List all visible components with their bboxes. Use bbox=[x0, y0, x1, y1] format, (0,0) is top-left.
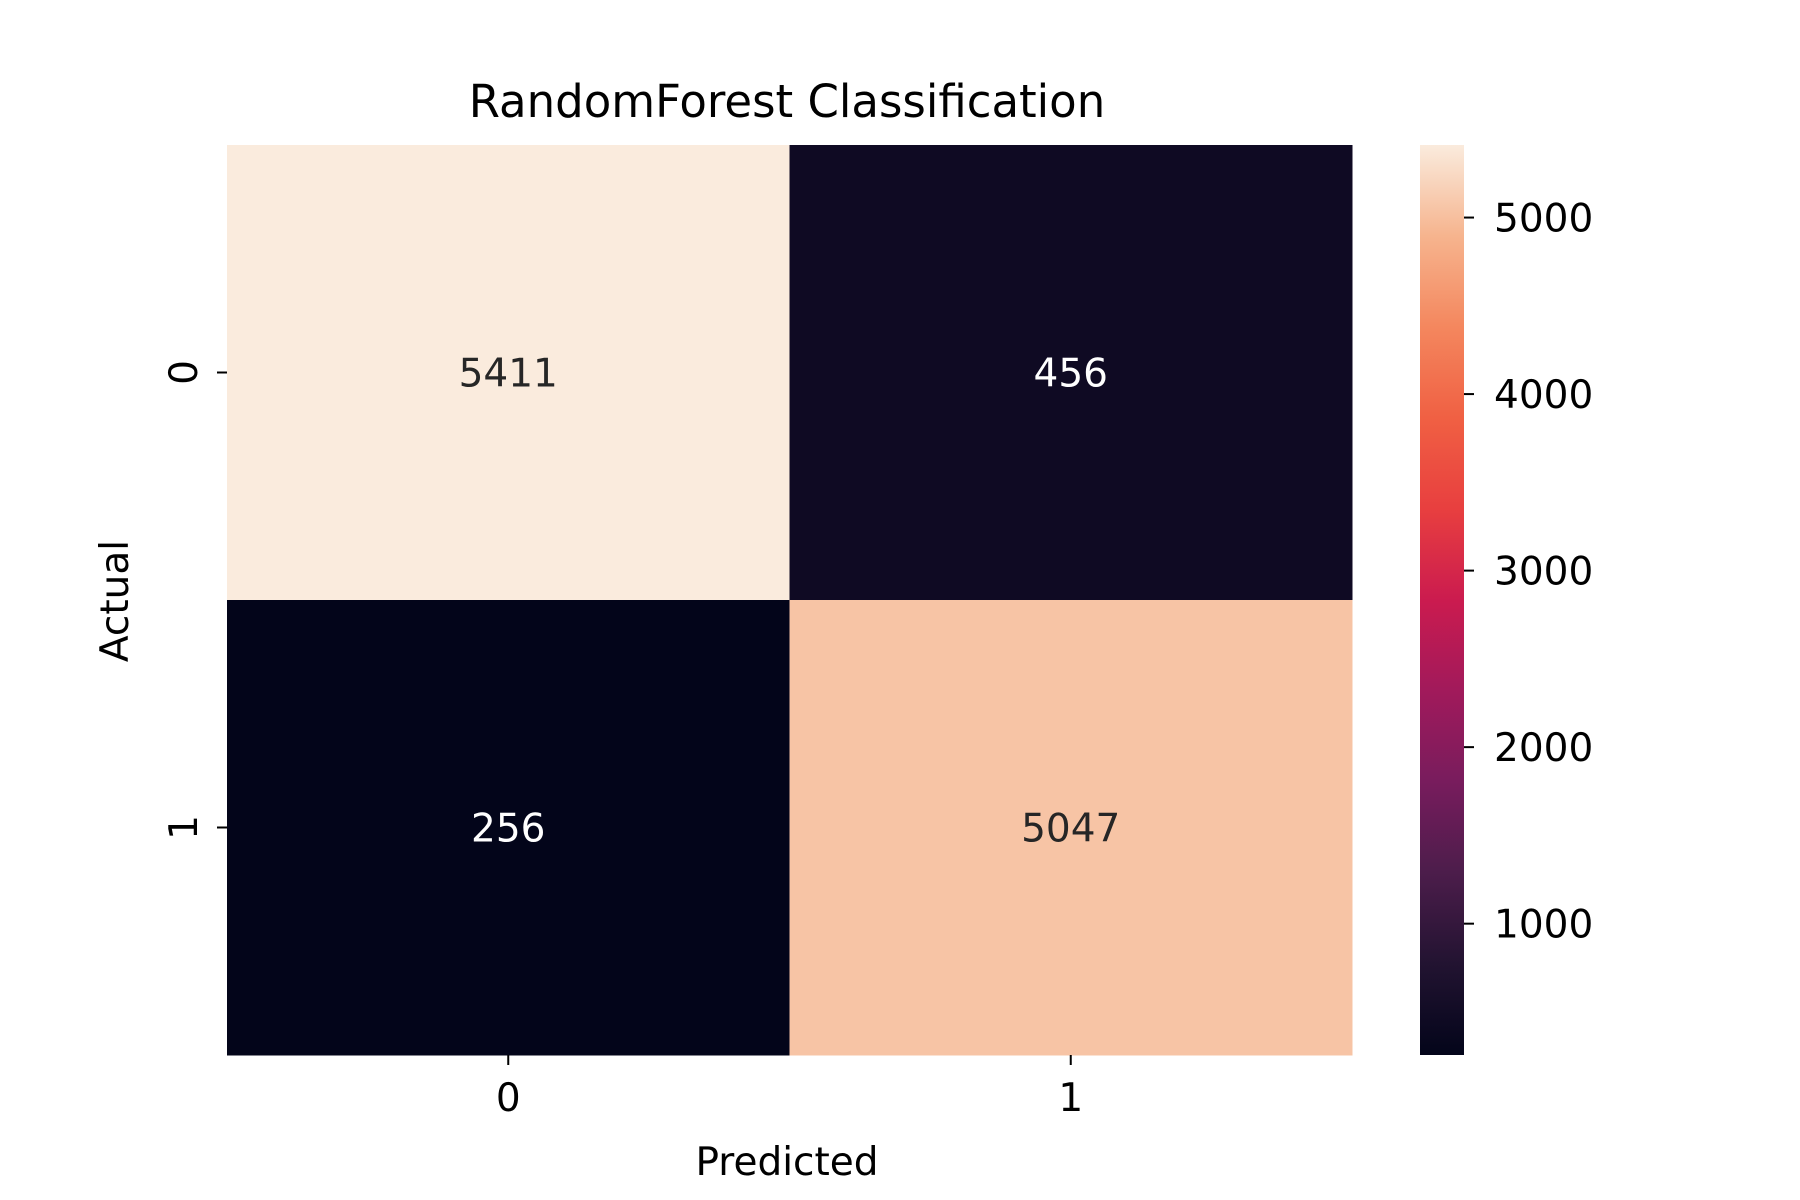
x-tick-label-0: 0 bbox=[496, 1076, 521, 1121]
heatmap-value-r1-c1: 5047 bbox=[1021, 807, 1120, 852]
colorbar-ticks: 1000 2000 3000 4000 5000 bbox=[1464, 197, 1593, 948]
colorbar-gradient bbox=[1420, 145, 1464, 1055]
heatmap-cell-labels: 5411 456 256 5047 bbox=[459, 352, 1121, 852]
colorbar-tick-label-3: 4000 bbox=[1494, 373, 1593, 418]
chart-title: RandomForest Classification bbox=[469, 75, 1105, 128]
heatmap-value-r1-c0: 256 bbox=[471, 807, 545, 852]
y-tick-label-1: 1 bbox=[162, 815, 207, 840]
y-axis: 01 bbox=[162, 360, 227, 840]
colorbar-tick-label-0: 1000 bbox=[1494, 903, 1593, 948]
y-axis-label: Actual bbox=[93, 540, 138, 662]
heatmap-cells bbox=[227, 145, 1353, 1056]
heatmap-value-r0-c0: 5411 bbox=[459, 352, 558, 397]
colorbar-tick-label-1: 2000 bbox=[1494, 726, 1593, 771]
heatmap-cell-r1-c0 bbox=[227, 600, 790, 1056]
heatmap-cell-r1-c1 bbox=[789, 600, 1353, 1056]
heatmap-cell-r0-c1 bbox=[789, 145, 1353, 601]
colorbar: 1000 2000 3000 4000 5000 bbox=[1420, 145, 1593, 1055]
x-tick-label-1: 1 bbox=[1058, 1076, 1083, 1121]
x-axis-label: Predicted bbox=[695, 1140, 878, 1185]
colorbar-tick-label-2: 3000 bbox=[1494, 550, 1593, 595]
y-tick-label-0: 0 bbox=[162, 360, 207, 385]
colorbar-tick-label-4: 5000 bbox=[1494, 197, 1593, 242]
heatmap-value-r0-c1: 456 bbox=[1034, 352, 1108, 397]
heatmap-cell-r0-c0 bbox=[227, 145, 790, 601]
